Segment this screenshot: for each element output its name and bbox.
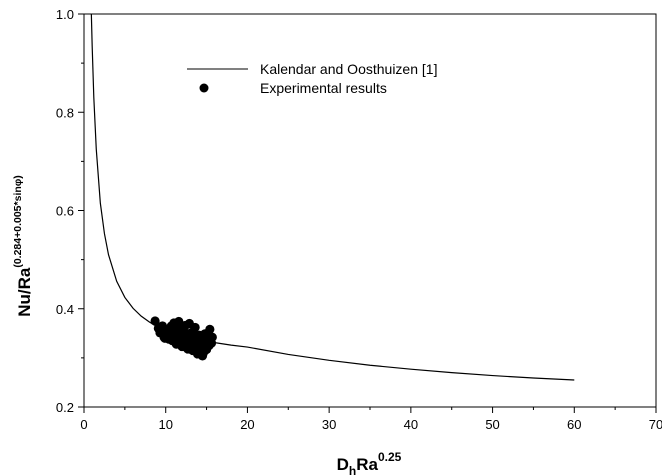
x-tick-label: 50 [485,417,499,432]
legend: Kalendar and Oosthuizen [1] Experimental… [187,61,437,96]
y-axis-title: Nu/Ra(0.284+0.005*sinφ) [12,175,34,317]
x-axis-ticks: 0 10 20 30 40 50 60 70 [80,407,662,432]
legend-label-kalendar: Kalendar and Oosthuizen [1] [260,61,437,77]
x-tick-label: 30 [322,417,336,432]
series-experimental-results [150,316,217,361]
x-tick-label: 10 [158,417,172,432]
data-point [198,348,208,358]
data-point [160,333,170,343]
x-tick-label: 70 [649,417,662,432]
x-axis-title-main: D [337,455,349,474]
data-point [181,328,191,338]
data-point [205,324,215,334]
y-axis-title-main: Nu/Ra [15,267,34,317]
data-point [190,322,200,333]
x-tick-label: 60 [567,417,581,432]
x-axis-title-sub: h [349,464,356,476]
x-axis-title: DhRa0.25 [337,450,402,476]
data-point [203,336,213,346]
data-point [150,316,160,326]
y-axis-ticks: 0.2 0.4 0.6 0.8 1.0 [56,7,84,415]
y-axis-title-sup: (0.284+0.005*sinφ) [12,175,24,267]
y-tick-label: 0.6 [56,204,74,219]
x-axis-title-sup: 0.25 [378,450,402,464]
legend-label-experimental: Experimental results [260,80,387,96]
y-tick-label: 1.0 [56,7,74,22]
x-tick-label: 40 [404,417,418,432]
y-tick-label: 0.8 [56,105,74,120]
data-point [191,331,201,341]
data-point [166,321,177,331]
x-axis-title-mid: Ra [356,455,378,474]
legend-marker-experimental [199,83,209,93]
y-tick-label: 0.2 [56,400,74,415]
x-tick-label: 20 [240,417,254,432]
x-tick-label: 0 [80,417,87,432]
y-tick-label: 0.4 [56,302,74,317]
